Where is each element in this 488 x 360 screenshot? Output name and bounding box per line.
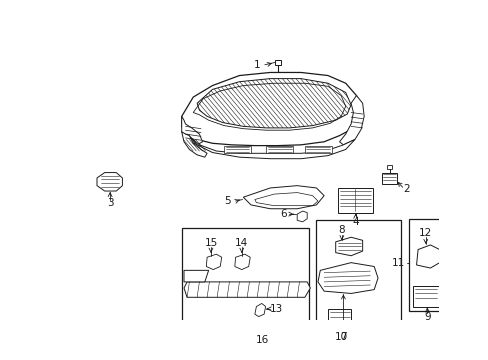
Polygon shape xyxy=(234,254,250,270)
Polygon shape xyxy=(305,145,331,153)
Polygon shape xyxy=(182,116,202,145)
Text: 1: 1 xyxy=(253,60,260,70)
Polygon shape xyxy=(243,186,324,209)
Polygon shape xyxy=(206,254,221,270)
Polygon shape xyxy=(187,134,354,159)
Text: 3: 3 xyxy=(106,198,113,208)
Text: 13: 13 xyxy=(270,304,283,314)
Polygon shape xyxy=(386,165,391,169)
Text: 12: 12 xyxy=(418,228,431,238)
Text: 9: 9 xyxy=(423,311,430,321)
Polygon shape xyxy=(381,172,396,184)
Polygon shape xyxy=(456,274,488,313)
Text: 8: 8 xyxy=(338,225,345,235)
Polygon shape xyxy=(246,324,257,337)
Polygon shape xyxy=(327,309,350,327)
Polygon shape xyxy=(183,282,310,297)
Text: 15: 15 xyxy=(204,238,217,248)
Polygon shape xyxy=(297,211,306,222)
Polygon shape xyxy=(339,95,364,145)
Polygon shape xyxy=(183,270,208,282)
Text: 5: 5 xyxy=(224,196,231,206)
Polygon shape xyxy=(224,145,250,153)
Polygon shape xyxy=(317,263,377,293)
Polygon shape xyxy=(337,188,372,213)
Polygon shape xyxy=(182,72,360,145)
Polygon shape xyxy=(335,237,362,256)
Text: 10: 10 xyxy=(334,332,347,342)
Text: 7: 7 xyxy=(339,332,346,342)
Polygon shape xyxy=(254,303,265,316)
Text: 2: 2 xyxy=(403,184,409,194)
Text: 11: 11 xyxy=(391,258,404,267)
Polygon shape xyxy=(274,60,281,65)
Polygon shape xyxy=(182,132,207,157)
Polygon shape xyxy=(97,172,122,191)
Polygon shape xyxy=(416,245,439,268)
Text: 14: 14 xyxy=(235,238,248,248)
Polygon shape xyxy=(412,286,439,306)
Text: 6: 6 xyxy=(280,209,286,219)
Text: 4: 4 xyxy=(352,217,358,227)
Text: 16: 16 xyxy=(255,335,268,345)
Polygon shape xyxy=(266,145,293,153)
